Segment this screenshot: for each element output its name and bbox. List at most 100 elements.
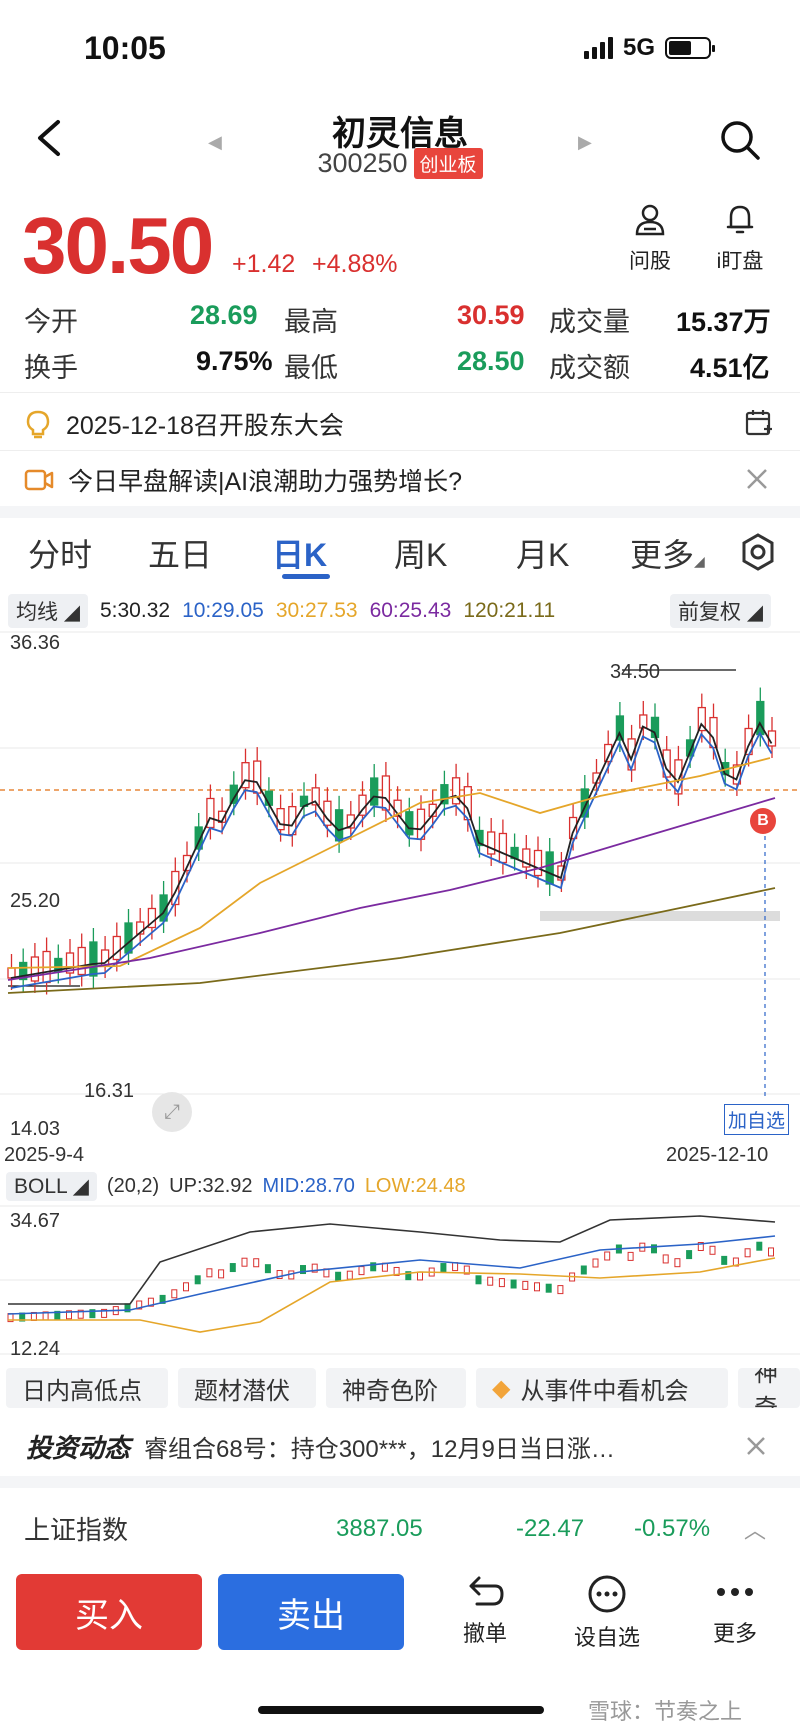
video-icon xyxy=(24,469,54,491)
stat-volume-label: 成交量 xyxy=(549,307,630,337)
boll-bar xyxy=(393,1266,400,1276)
candle-body xyxy=(182,854,192,872)
ma120-line xyxy=(7,887,776,994)
tab-weekly-k[interactable]: 周K xyxy=(394,537,448,573)
candle-body xyxy=(147,907,157,929)
boll-bar xyxy=(417,1271,423,1281)
watermark-text: 雪球：节奏之上 xyxy=(588,1699,743,1724)
feature-more[interactable]: 神奇 xyxy=(738,1368,800,1408)
watch-label: i盯盘 xyxy=(716,250,764,273)
stat-high-value: 30.59 xyxy=(457,300,525,330)
ask-stock-button[interactable]: 问股 xyxy=(620,202,680,275)
candle-body xyxy=(124,922,133,954)
boll-chart[interactable] xyxy=(0,1202,800,1358)
boll-bar xyxy=(487,1276,494,1286)
stat-turnover-value: 9.75% xyxy=(196,346,273,376)
support-zone xyxy=(540,911,780,921)
lightbulb-icon xyxy=(26,410,50,439)
tab-five-day[interactable]: 五日 xyxy=(148,537,213,573)
candle-body xyxy=(194,826,203,850)
tab-intraday[interactable]: 分时 xyxy=(28,537,93,573)
meeting-notice[interactable]: 2025-12-18召开股东大会 xyxy=(24,406,344,442)
diamond-icon: ◆ xyxy=(492,1374,511,1402)
candle-body xyxy=(77,946,86,976)
feature-event-opportunity-label: 从事件中看机会 xyxy=(520,1377,689,1405)
boll-bar xyxy=(756,1241,763,1251)
more-dots-icon xyxy=(717,1588,753,1596)
boll-up: UP:32.92 xyxy=(169,1175,253,1197)
status-indicators: 5G xyxy=(584,34,716,62)
boll-lines xyxy=(7,1215,776,1333)
ma30-line xyxy=(7,757,771,969)
video-notice[interactable]: 今日早盘解读|AI浪潮助力强势增长? xyxy=(24,462,462,498)
boll-bar xyxy=(744,1248,751,1258)
ma-selector[interactable]: 均线 ◢ xyxy=(8,594,88,628)
buy-signal-badge[interactable]: B xyxy=(750,808,776,834)
cancel-order-button[interactable]: 撤单 xyxy=(440,1574,530,1648)
feature-intraday-high-low[interactable]: 日内高低点 xyxy=(6,1368,168,1408)
boll-mid: MID:28.70 xyxy=(262,1175,355,1197)
boll-bar xyxy=(452,1262,459,1272)
sell-button[interactable]: 卖出 xyxy=(218,1574,404,1650)
boll-bar xyxy=(674,1258,681,1268)
boll-bar xyxy=(709,1245,716,1255)
boll-selector[interactable]: BOLL ◢ xyxy=(6,1172,97,1201)
news-brand: 投资动态 xyxy=(26,1432,131,1463)
boll-bar xyxy=(580,1265,587,1275)
feature-color-scale[interactable]: 神奇色阶 xyxy=(326,1368,466,1408)
dropdown-icon: ◢ xyxy=(694,553,705,569)
prev-stock-icon[interactable]: ◀ xyxy=(208,132,222,152)
calendar-add-icon[interactable] xyxy=(744,408,774,438)
boll-bar xyxy=(463,1265,470,1275)
feature-event-opportunity[interactable]: ◆ 从事件中看机会 xyxy=(476,1368,728,1408)
candle-body xyxy=(674,759,683,795)
buy-button[interactable]: 买入 xyxy=(16,1574,202,1650)
boll-bar xyxy=(522,1280,529,1290)
chevron-up-icon[interactable]: ︿ xyxy=(744,1517,767,1543)
add-watchlist-tag[interactable]: 加自选 xyxy=(724,1104,790,1135)
tab-monthly-k[interactable]: 月K xyxy=(516,537,570,573)
boll-bar xyxy=(651,1244,657,1254)
network-type: 5G xyxy=(623,34,656,61)
more-label: 更多 xyxy=(712,1621,757,1646)
next-stock-icon[interactable]: ▶ xyxy=(578,132,592,152)
home-indicator[interactable] xyxy=(258,1706,544,1714)
ma60-line xyxy=(7,797,776,981)
stat-high-label: 最高 xyxy=(284,307,338,337)
back-icon[interactable] xyxy=(34,118,64,158)
adjust-selector-label: 前复权 xyxy=(678,601,741,624)
candle-body xyxy=(685,739,695,757)
stat-open-value: 28.69 xyxy=(190,300,258,330)
gear-icon[interactable] xyxy=(738,532,778,572)
watch-button[interactable]: i盯盘 xyxy=(704,202,776,275)
search-icon[interactable] xyxy=(718,118,762,162)
boll-y-min: 12.24 xyxy=(10,1338,61,1360)
boll-bar xyxy=(136,1300,143,1310)
close-icon[interactable] xyxy=(744,1434,768,1458)
index-name: 上证指数 xyxy=(24,1515,129,1545)
battery-icon xyxy=(665,37,716,59)
boll-bar xyxy=(604,1251,611,1261)
ma5-value: 5:30.32 xyxy=(99,599,171,622)
ma120-value: 120:21.11 xyxy=(463,599,556,622)
kline-chart[interactable] xyxy=(0,628,800,1140)
fullscreen-icon[interactable]: ⤢ xyxy=(152,1092,192,1132)
kline-date-start: 2025-9-4 xyxy=(4,1144,85,1166)
ma10-line xyxy=(10,731,773,989)
feature-theme-ambush[interactable]: 题材潜伏 xyxy=(178,1368,316,1408)
index-ticker[interactable]: 上证指数 3887.05 -22.47 -0.57% ︿ xyxy=(24,1510,784,1547)
set-watchlist-button[interactable]: 设自选 xyxy=(562,1574,652,1652)
candle-body xyxy=(65,952,75,974)
news-bar[interactable]: 投资动态 睿组合68号：持仓300***，12月9日当日涨… xyxy=(6,1422,794,1470)
close-icon[interactable] xyxy=(744,466,770,492)
stock-code: 300250 xyxy=(317,148,408,178)
tab-more[interactable]: 更多◢ xyxy=(630,530,705,576)
adjust-selector[interactable]: 前复权 ◢ xyxy=(670,594,771,628)
current-price: 30.50 xyxy=(22,201,214,290)
tab-daily-k[interactable]: 日K xyxy=(272,537,328,573)
boll-bar xyxy=(592,1258,599,1268)
more-button[interactable]: 更多 xyxy=(690,1574,780,1648)
boll-bar xyxy=(498,1278,505,1288)
index-change: -22.47 xyxy=(516,1514,585,1542)
ask-stock-label: 问股 xyxy=(629,250,671,273)
